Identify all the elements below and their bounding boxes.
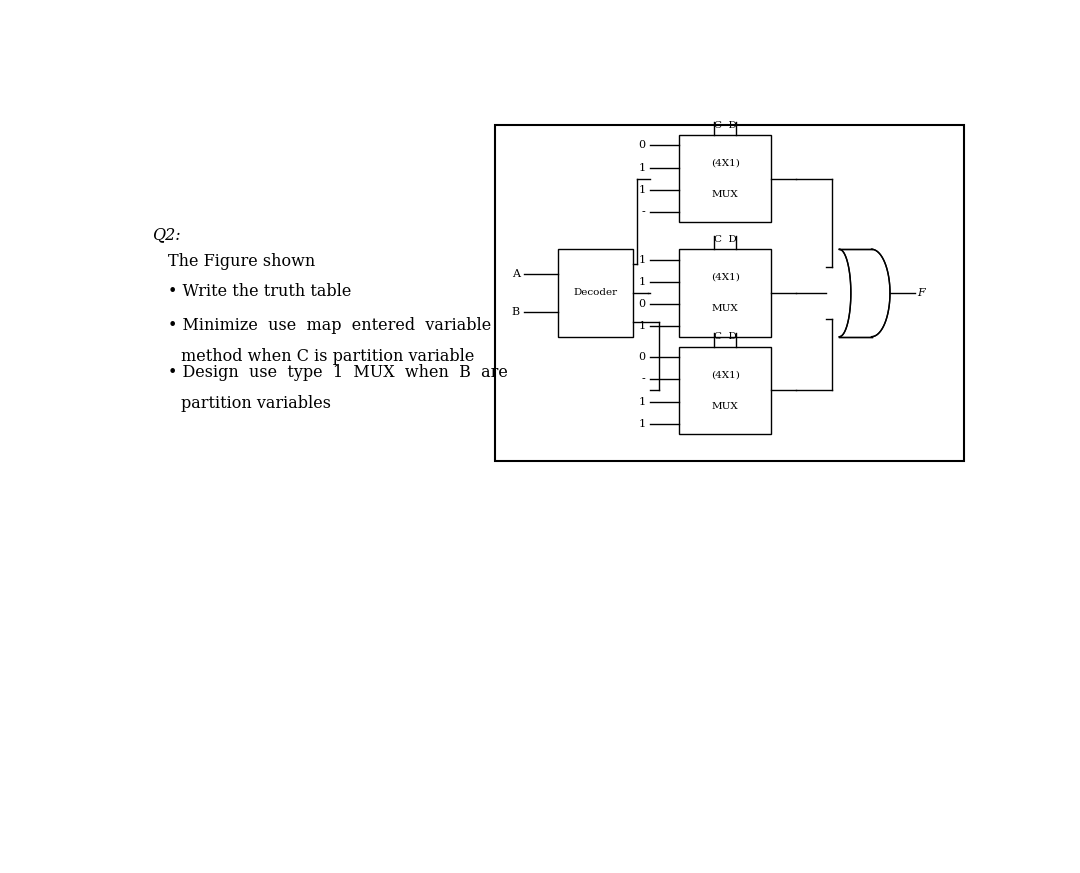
Text: Decoder: Decoder [573, 288, 618, 298]
Text: • Design  use  type  1  MUX  when  B  are: • Design use type 1 MUX when B are [168, 363, 509, 381]
Polygon shape [557, 250, 633, 337]
Text: (4X1): (4X1) [711, 272, 740, 282]
Text: C  D: C D [714, 333, 737, 341]
Text: A: A [512, 269, 521, 278]
Text: (4X1): (4X1) [711, 370, 740, 379]
Text: (4X1): (4X1) [711, 159, 740, 168]
Text: -: - [642, 207, 646, 217]
Text: 0: 0 [638, 299, 646, 309]
Polygon shape [679, 347, 771, 434]
Text: partition variables: partition variables [181, 395, 332, 412]
Text: • Minimize  use  map  entered  variable: • Minimize use map entered variable [168, 317, 491, 333]
Text: 1: 1 [638, 255, 646, 265]
Text: 1: 1 [638, 185, 646, 195]
Text: MUX: MUX [712, 304, 739, 313]
Text: Q2:: Q2: [151, 226, 180, 243]
Text: 1: 1 [638, 277, 646, 287]
Text: 1: 1 [638, 162, 646, 173]
Text: method when C is partition variable: method when C is partition variable [181, 348, 474, 365]
Text: 0: 0 [638, 141, 646, 150]
Text: MUX: MUX [712, 190, 739, 199]
Text: 1: 1 [638, 396, 646, 407]
Text: F: F [918, 288, 926, 298]
Polygon shape [679, 250, 771, 337]
Text: 1: 1 [638, 419, 646, 429]
Text: C  D: C D [714, 120, 737, 129]
Text: 1: 1 [638, 321, 646, 331]
Text: C  D: C D [714, 235, 737, 244]
Text: The Figure shown: The Figure shown [168, 252, 315, 270]
Text: MUX: MUX [712, 402, 739, 410]
Text: 0: 0 [638, 352, 646, 362]
Text: • Write the truth table: • Write the truth table [168, 283, 352, 300]
Text: -: - [642, 375, 646, 384]
Polygon shape [679, 135, 771, 223]
Text: B: B [512, 307, 521, 317]
Polygon shape [839, 250, 890, 337]
